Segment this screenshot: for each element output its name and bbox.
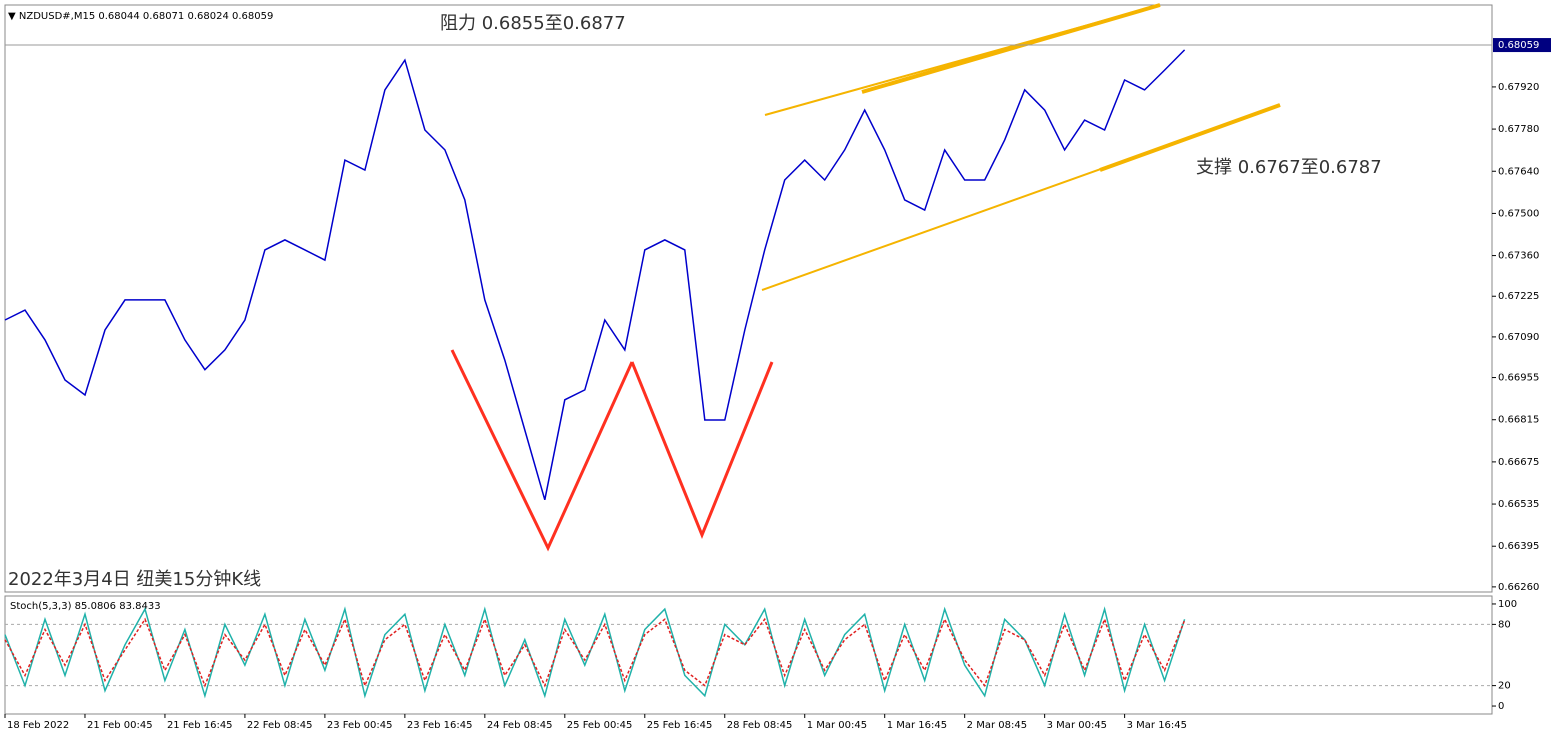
x-tick-label: 23 Feb 00:45: [327, 720, 393, 731]
y-tick-label: 0.66815: [1498, 415, 1539, 426]
y-tick-label: 0.66395: [1498, 541, 1539, 552]
annotation: 2022年3月4日 纽美15分钟K线: [8, 569, 261, 590]
y-tick-label: 0.67920: [1498, 82, 1539, 93]
x-tick-label: 1 Mar 16:45: [887, 720, 947, 731]
x-tick-label: 18 Feb 2022: [7, 720, 69, 731]
stoch-header: Stoch(5,3,3) 85.0806 83.8433: [10, 601, 161, 612]
x-tick-label: 23 Feb 16:45: [407, 720, 473, 731]
y-tick-label: 80: [1498, 619, 1511, 630]
symbol-header: ▼ NZDUSD#,M15 0.68044 0.68071 0.68024 0.…: [8, 11, 273, 22]
stoch-line: [4, 617, 1186, 688]
x-tick-label: 28 Feb 08:45: [727, 720, 793, 731]
y-tick-label: 0: [1498, 701, 1504, 712]
stoch-panel: [4, 595, 1493, 715]
close: 0.68059: [232, 11, 273, 22]
v-pattern-2: [630, 361, 774, 539]
x-tick-label: 24 Feb 08:45: [487, 720, 553, 731]
stoch-d: 83.8433: [119, 601, 160, 612]
channel-bottom-arrow: [1099, 103, 1281, 172]
last-price-label: 0.68059: [1498, 40, 1539, 51]
x-tick-label: 1 Mar 00:45: [807, 720, 867, 731]
y-tick-label: 0.66955: [1498, 373, 1539, 384]
y-tick-label: 20: [1498, 681, 1511, 692]
x-tick-label: 21 Feb 16:45: [167, 720, 233, 731]
annotation: 阻力 0.6855至0.6877: [440, 13, 626, 34]
price-line: [4, 49, 1186, 501]
symbol: NZDUSD#,M15: [19, 11, 95, 22]
y-tick-label: 0.66535: [1498, 499, 1539, 510]
channel-top-arrow: [861, 3, 1161, 94]
stoch-k: 85.0806: [75, 601, 116, 612]
y-tick-label: 0.67225: [1498, 291, 1539, 302]
drawings: [450, 3, 1281, 552]
y-tick-label: 0.67360: [1498, 251, 1539, 262]
x-tick-label: 25 Feb 00:45: [567, 720, 633, 731]
open: 0.68044: [98, 11, 139, 22]
x-tick-label: 21 Feb 00:45: [87, 720, 153, 731]
price-panel: [4, 4, 1493, 593]
y-tick-label: 0.67090: [1498, 332, 1539, 343]
x-tick-label: 22 Feb 08:45: [247, 720, 313, 731]
annotation: 支撑 0.6767至0.6787: [1196, 157, 1382, 178]
v-pattern-1: [450, 349, 634, 552]
last-price-box: [1493, 38, 1551, 53]
x-tick-label: 25 Feb 16:45: [647, 720, 713, 731]
y-tick-label: 0.67780: [1498, 124, 1539, 135]
y-tick-label: 0.66260: [1498, 582, 1539, 593]
stoch-title: Stoch(5,3,3): [10, 601, 72, 612]
y-tick-label: 0.66675: [1498, 457, 1539, 468]
high: 0.68071: [143, 11, 184, 22]
x-tick-label: 2 Mar 08:45: [967, 720, 1027, 731]
x-tick-label: 3 Mar 16:45: [1127, 720, 1187, 731]
x-tick-label: 3 Mar 00:45: [1047, 720, 1107, 731]
low: 0.68024: [187, 11, 228, 22]
stoch-line: [4, 606, 1186, 699]
y-tick-label: 0.67500: [1498, 208, 1539, 219]
y-tick-label: 0.67640: [1498, 166, 1539, 177]
y-tick-label: 100: [1498, 599, 1517, 610]
